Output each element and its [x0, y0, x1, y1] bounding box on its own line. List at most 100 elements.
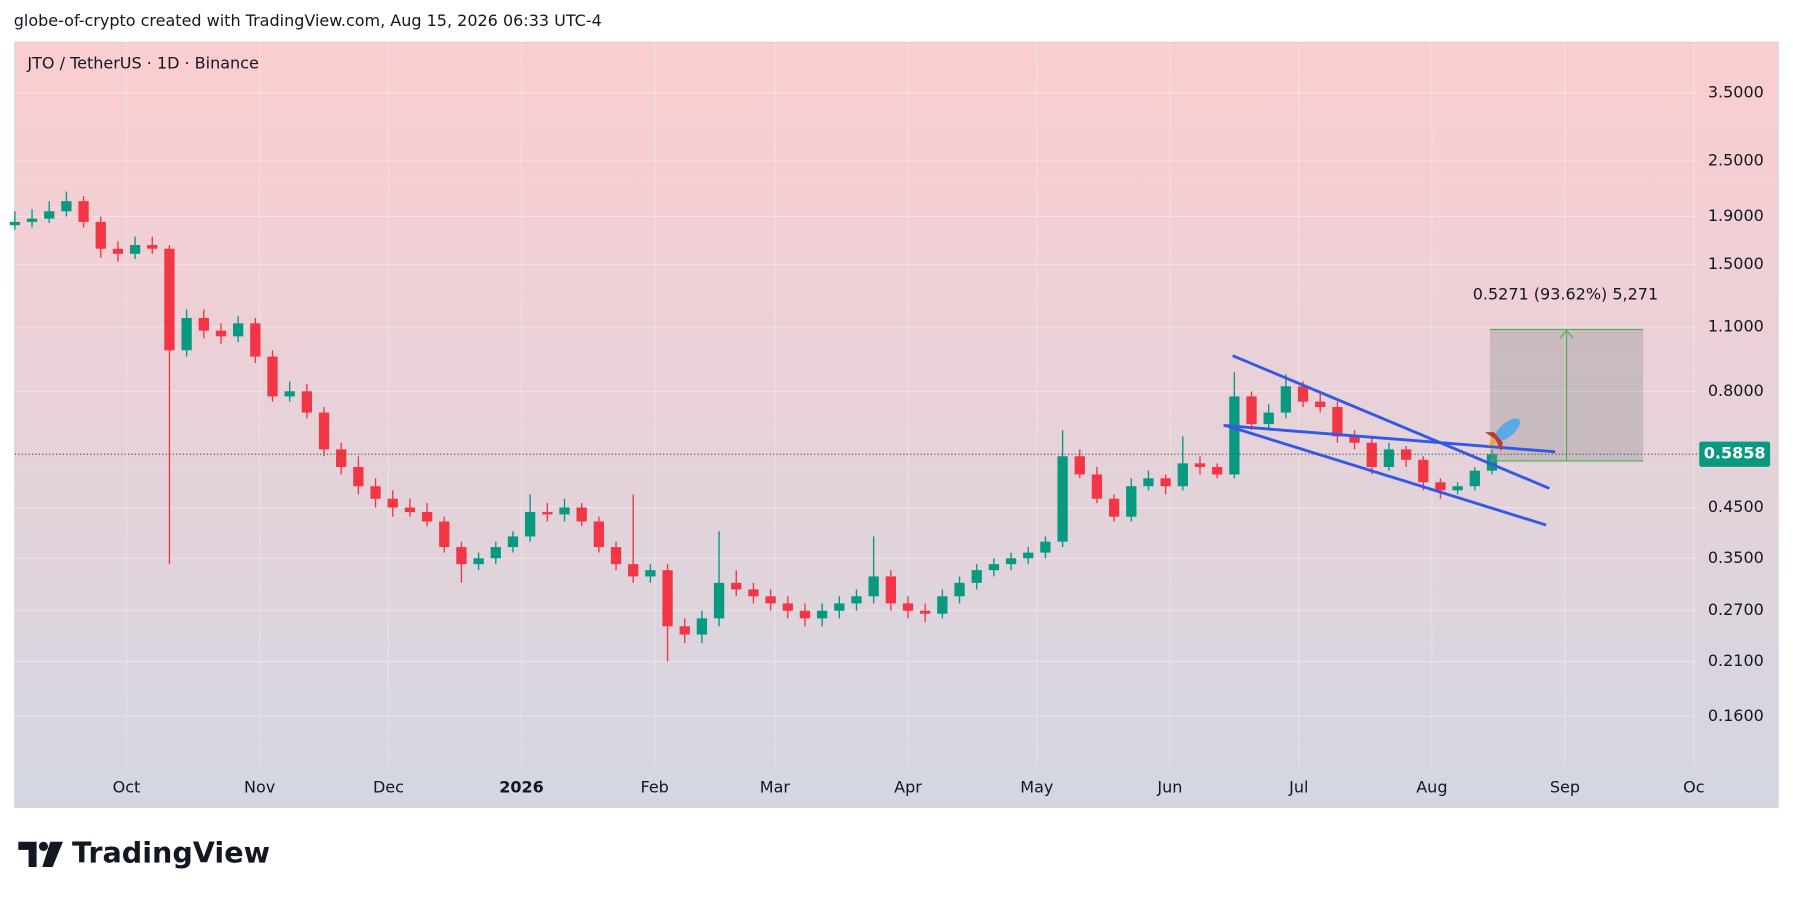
- candle-body: [1194, 463, 1206, 467]
- candle-body: [181, 317, 192, 351]
- y-tick-label: 0.8000: [1708, 381, 1764, 400]
- x-tick-label: Mar: [760, 778, 791, 797]
- y-tick-label: 0.3500: [1708, 548, 1764, 567]
- candle-body: [696, 618, 708, 635]
- grid: [14, 42, 1699, 767]
- candle-body: [439, 521, 450, 548]
- candle-body: [370, 486, 381, 499]
- y-tick-label: 0.2700: [1708, 600, 1764, 619]
- candle-body: [336, 449, 347, 467]
- candle-body: [1160, 478, 1171, 487]
- candle-body: [713, 582, 725, 619]
- candle-body: [1418, 459, 1429, 483]
- candle-body: [1091, 474, 1103, 499]
- brand-name: TradingView: [72, 835, 270, 869]
- candle-body: [267, 356, 278, 397]
- candle-body: [971, 570, 982, 583]
- candle-body: [988, 564, 1000, 571]
- x-tick-label: Jun: [1156, 778, 1182, 797]
- rocket-icon: [1485, 418, 1521, 452]
- header: globe-of-crypto created with TradingView…: [14, 11, 602, 30]
- x-tick-label: Nov: [244, 778, 275, 797]
- candle-body: [1023, 552, 1034, 559]
- candle-body: [318, 412, 330, 450]
- candles: [9, 191, 1498, 662]
- x-tick-label: Apr: [894, 778, 922, 797]
- candle-body: [1297, 386, 1309, 402]
- y-tick-label: 1.9000: [1708, 206, 1764, 225]
- candle-body: [1486, 454, 1498, 471]
- candle-body: [816, 610, 828, 619]
- candle-body: [851, 596, 862, 604]
- x-tick-label: Sep: [1550, 778, 1580, 797]
- candle-body: [782, 603, 793, 611]
- trendline: [1232, 354, 1550, 490]
- candle-body: [937, 596, 948, 614]
- candle-body: [198, 317, 209, 331]
- candle-body: [61, 201, 72, 212]
- candle-body: [662, 570, 673, 627]
- x-tick-label: Oct: [113, 778, 141, 797]
- candle-body: [885, 576, 896, 604]
- symbol-title: JTO / TetherUS · 1D · Binance: [26, 54, 258, 73]
- candle-body: [954, 582, 965, 597]
- candle-body: [1366, 442, 1377, 467]
- candle-body: [559, 507, 570, 515]
- measure-label: 0.5271 (93.62%) 5,271: [1473, 285, 1658, 304]
- candle-body: [353, 466, 364, 487]
- candle-body: [95, 221, 106, 249]
- candle-body: [765, 596, 776, 604]
- candle-body: [215, 330, 227, 337]
- candle-body: [1177, 463, 1188, 487]
- candle-body: [232, 323, 244, 337]
- x-tick-label: Aug: [1416, 778, 1447, 797]
- candle-body: [112, 248, 124, 254]
- y-tick-label: 1.1000: [1708, 316, 1764, 335]
- x-tick-label: 2026: [499, 778, 544, 797]
- candle-body: [1005, 558, 1017, 565]
- plot-background: [14, 42, 1779, 808]
- candle-body: [731, 582, 742, 590]
- candle-body: [301, 391, 313, 413]
- candle-body: [473, 558, 484, 565]
- candle-body: [78, 201, 89, 222]
- candle-body: [284, 391, 295, 397]
- candle-body: [593, 521, 604, 548]
- x-tick-label: May: [1020, 778, 1053, 797]
- candle-body: [404, 507, 416, 513]
- candle-body: [129, 245, 141, 254]
- candle-body: [645, 570, 656, 577]
- y-tick-label: 0.1600: [1708, 706, 1764, 725]
- candle-body: [1452, 486, 1463, 491]
- candle-body: [507, 536, 519, 548]
- candle-body: [1074, 456, 1085, 475]
- candle-body: [1126, 486, 1137, 517]
- candle-body: [576, 507, 587, 522]
- candle-body: [44, 211, 55, 219]
- y-tick-label: 1.5000: [1708, 254, 1764, 273]
- candle-body: [1435, 482, 1446, 491]
- last-price-box: [1699, 441, 1771, 467]
- candle-body: [490, 547, 501, 559]
- candle-body: [628, 564, 639, 577]
- brand-logo: [18, 841, 63, 867]
- candle-body: [1108, 498, 1120, 517]
- candle-body: [610, 547, 622, 565]
- candle-body: [1143, 478, 1154, 487]
- candle-body: [1383, 449, 1395, 467]
- candle-body: [868, 576, 879, 597]
- candle-body: [1057, 456, 1068, 542]
- y-tick-label: 0.4500: [1708, 497, 1764, 516]
- measure-arrowhead: [1559, 329, 1574, 339]
- candle-body: [1246, 396, 1257, 425]
- y-tick-label: 3.5000: [1708, 83, 1764, 102]
- candle-body: [679, 626, 690, 635]
- candle-body: [250, 323, 261, 357]
- candle-body: [387, 498, 398, 508]
- trendline: [1225, 424, 1547, 527]
- candle-body: [748, 589, 759, 597]
- candle-body: [164, 248, 175, 351]
- candle-body: [9, 221, 21, 226]
